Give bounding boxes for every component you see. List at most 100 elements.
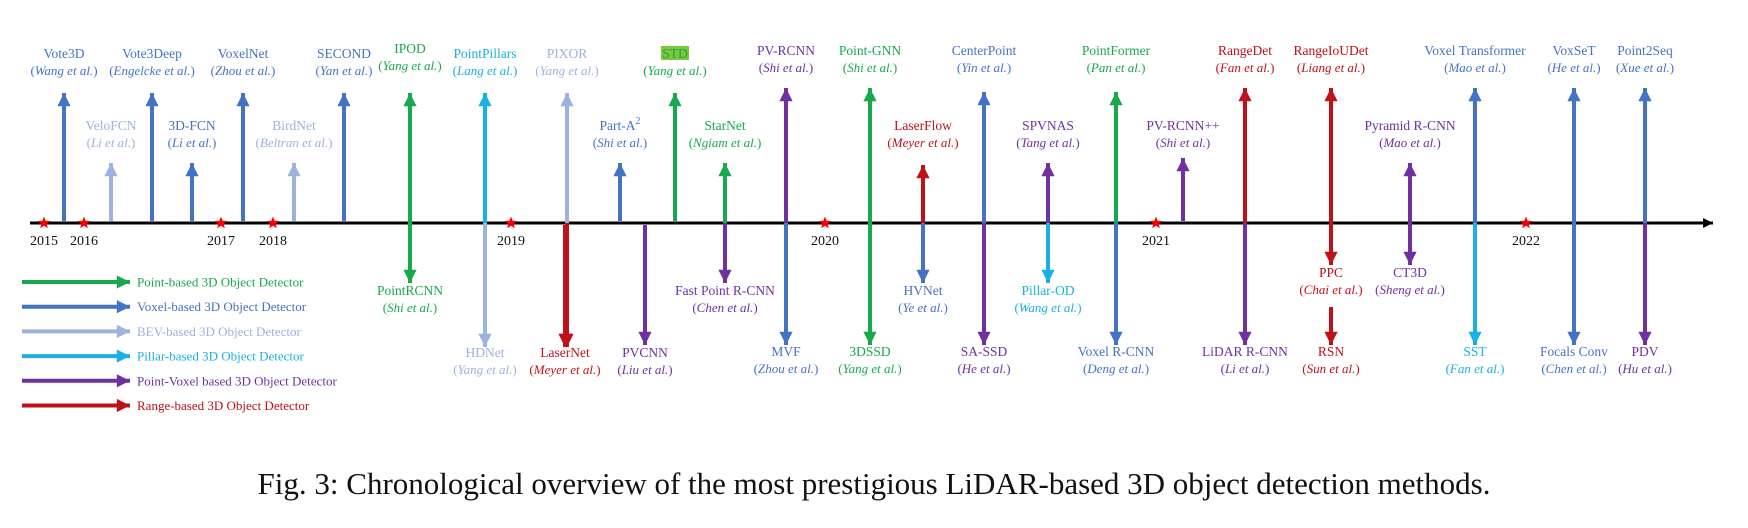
method-label-voxel-transformer: Voxel Transformer (Mao et al.) <box>1424 43 1526 75</box>
method-name: RangeIoUDet <box>1294 43 1369 58</box>
method-label-starnet: StarNet (Ngiam et al.) <box>689 118 762 150</box>
method-name: PV-RCNN++ <box>1146 118 1219 133</box>
method-authors: (Ye et al.) <box>898 300 948 315</box>
method-label-focals-conv: Focals Conv (Chen et al.) <box>1540 344 1608 376</box>
method-label-rangedet: RangeDet (Fan et al.) <box>1216 43 1275 75</box>
method-authors: (Sun et al.) <box>1302 361 1359 376</box>
method-authors: (Fan et al.) <box>1216 60 1275 75</box>
method-authors: (Yang et al.) <box>643 63 706 78</box>
method-label-hdnet: HDNet (Yang et al.) <box>453 345 516 377</box>
method-name: HVNet <box>904 283 943 298</box>
method-name: Fast Point R-CNN <box>675 283 775 298</box>
method-label-birdnet: BirdNet (Beltran et al.) <box>256 118 333 150</box>
method-label-pdv: PDV (Hu et al.) <box>1618 344 1672 376</box>
method-authors: (Zhou et al.) <box>754 361 819 376</box>
method-authors: (Li et al.) <box>168 135 217 150</box>
method-label-point-gnn: Point-GNN (Shi et al.) <box>839 43 902 75</box>
method-name: Focals Conv <box>1540 344 1608 359</box>
method-name: PPC <box>1319 265 1343 280</box>
method-label-voxset: VoxSeT (He et al.) <box>1547 43 1600 75</box>
method-label-centerpoint: CenterPoint (Yin et al.) <box>952 43 1017 75</box>
method-authors: (Li et al.) <box>1221 361 1270 376</box>
method-authors: (Chen et al.) <box>1541 361 1606 376</box>
method-name: Voxel Transformer <box>1424 43 1526 58</box>
legend-label: Point-Voxel based 3D Object Detector <box>137 373 337 388</box>
method-authors: (Liang et al.) <box>1297 60 1365 75</box>
method-name: Pillar-OD <box>1022 283 1075 298</box>
method-authors: (Liu et al.) <box>617 362 672 377</box>
method-authors: (Tang et al.) <box>1016 135 1079 150</box>
method-authors: (Meyer et al.) <box>887 135 958 150</box>
method-name: 3D-FCN <box>168 118 216 133</box>
method-authors: (Yan et al.) <box>316 63 373 78</box>
method-label-sa-ssd: SA-SSD (He et al.) <box>957 344 1010 376</box>
method-name: SST <box>1463 344 1487 359</box>
year-marker-star <box>1149 216 1163 229</box>
method-label-hvnet: HVNet (Ye et al.) <box>898 283 948 315</box>
method-name: Point-GNN <box>839 43 902 58</box>
method-name: LiDAR R-CNN <box>1202 344 1288 359</box>
year-label-2017: 2017 <box>207 234 235 249</box>
method-label-pointformer: PointFormer (Pan et al.) <box>1082 43 1151 75</box>
method-authors: (Yin et al.) <box>957 60 1011 75</box>
method-name: VoxSeT <box>1552 43 1596 58</box>
legend-label: Range-based 3D Object Detector <box>137 398 310 413</box>
method-label-mvf: MVF (Zhou et al.) <box>754 344 819 376</box>
method-name: 3DSSD <box>849 344 891 359</box>
method-label-part-a: Part-A2 (Shi et al.) <box>593 116 648 150</box>
method-label-velofcn: VeloFCN (Li et al.) <box>85 118 136 150</box>
method-label-pv-rcnn: PV-RCNN (Shi et al.) <box>757 43 815 75</box>
method-authors: (Zhou et al.) <box>211 63 276 78</box>
method-name: StarNet <box>704 118 745 133</box>
method-authors: (Shi et al.) <box>843 60 898 75</box>
method-label-ipod: IPOD (Yang et al.) <box>378 41 441 73</box>
year-marker-star <box>266 216 280 229</box>
method-name: RangeDet <box>1218 43 1272 58</box>
method-authors: (Beltran et al.) <box>256 135 333 150</box>
method-name: SECOND <box>317 46 371 61</box>
year-marker-star <box>37 216 51 229</box>
method-name: LaserFlow <box>894 118 952 133</box>
method-name: SA-SSD <box>961 344 1008 359</box>
year-label-2021: 2021 <box>1142 234 1170 249</box>
method-authors: (Wang et al.) <box>30 63 97 78</box>
method-name: VeloFCN <box>85 118 136 133</box>
method-authors: (Yang et al.) <box>378 58 441 73</box>
method-authors: (Engelcke et al.) <box>109 63 195 78</box>
label-highlight <box>661 46 689 60</box>
method-name: PVCNN <box>622 345 668 360</box>
method-label-rangeioudet: RangeIoUDet (Liang et al.) <box>1294 43 1369 75</box>
method-authors: (Yang et al.) <box>838 361 901 376</box>
legend-item-voxel: Voxel-based 3D Object Detector <box>22 299 307 314</box>
method-name: Point2Seq <box>1617 43 1673 58</box>
method-name: PDV <box>1631 344 1658 359</box>
method-label-point2seq: Point2Seq (Xue et al.) <box>1616 43 1674 75</box>
method-name: VoxelNet <box>218 46 269 61</box>
legend-label: Point-based 3D Object Detector <box>137 275 304 290</box>
method-name: Vote3D <box>43 46 84 61</box>
legend-item-point: Point-based 3D Object Detector <box>22 275 304 290</box>
method-label-sst: SST (Fan et al.) <box>1446 344 1505 376</box>
method-authors: (Chai et al.) <box>1299 282 1362 297</box>
method-label-std: STD (Yang et al.) <box>643 46 707 78</box>
method-name: STD <box>662 46 688 61</box>
year-label-2016: 2016 <box>70 234 98 249</box>
method-authors: (Mao et al.) <box>1379 135 1441 150</box>
method-label-pixor: PIXOR (Yang et al.) <box>535 46 598 78</box>
method-authors: (Chen et al.) <box>692 300 757 315</box>
method-authors: (Pan et al.) <box>1087 60 1146 75</box>
method-authors: (Li et al.) <box>87 135 136 150</box>
method-authors: (Hu et al.) <box>1618 361 1672 376</box>
method-authors: (Fan et al.) <box>1446 361 1505 376</box>
year-marker-star <box>214 216 228 229</box>
legend-item-pv: Point-Voxel based 3D Object Detector <box>22 373 337 388</box>
method-name: Voxel R-CNN <box>1078 344 1155 359</box>
legend-label: Voxel-based 3D Object Detector <box>137 299 307 314</box>
year-label-2018: 2018 <box>259 234 287 249</box>
method-label-vote3d: Vote3D (Wang et al.) <box>30 46 97 78</box>
year-label-2015: 2015 <box>30 234 58 249</box>
method-label-3d-fcn: 3D-FCN (Li et al.) <box>168 118 217 150</box>
method-name: IPOD <box>394 41 426 56</box>
method-label-pvcnn: PVCNN (Liu et al.) <box>617 345 672 377</box>
